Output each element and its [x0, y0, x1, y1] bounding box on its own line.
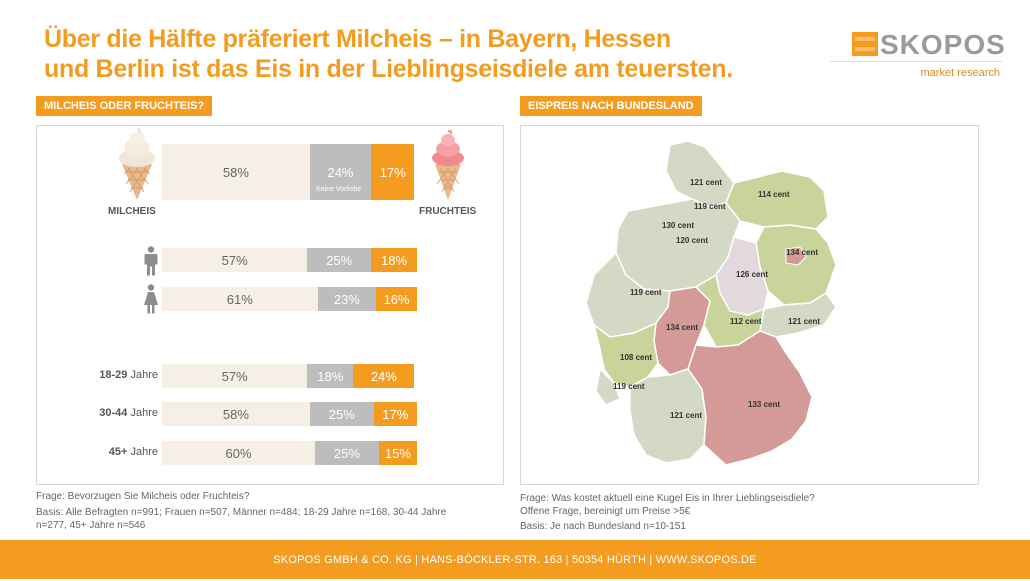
label-hamburg: 119 cent [694, 202, 726, 211]
skopos-logo-mark-icon [852, 32, 878, 56]
left-basis-line-1: Basis: Alle Befragten n=991; Frauen n=50… [36, 507, 447, 518]
right-section-label: EISPREIS NACH BUNDESLAND [520, 96, 702, 116]
bar-segment-milcheis: 61% [162, 287, 318, 311]
bar-segment-milcheis: 57% [162, 248, 308, 272]
right-question-sub: Offene Frage, bereinigt um Preise >5€ [520, 506, 691, 517]
bar-row-18-29: 57% 18% 24% [162, 364, 415, 388]
footer-bar: SKOPOS GMBH & CO. KG | HANS-BÖCKLER-STR.… [0, 540, 1030, 579]
label-niedersachsen: 120 cent [676, 236, 708, 245]
region-berlin [785, 246, 807, 266]
page-title: Über die Hälfte präferiert Milcheis – in… [44, 24, 804, 84]
region-mecklenburg-vorpommern [725, 170, 829, 230]
bar-row-frauen: 61% 23% 16% [162, 287, 417, 311]
bar-segment-keine-vorliebe: 18% [307, 364, 354, 388]
bar-segment-fruchteis: 24% [353, 364, 415, 388]
bar-segment-keine-vorliebe: 25% [307, 248, 372, 272]
bar-segment-fruchteis: 15% [378, 441, 417, 465]
label-mecklenburg-vorpommern: 114 cent [758, 190, 790, 199]
bar-segment-fruchteis: 18% [371, 248, 417, 272]
bar-segment-fruchteis: 17% [373, 402, 417, 426]
germany-price-map: 121 cent 119 cent 114 cent 130 cent 120 … [585, 140, 837, 466]
right-question-note: Frage: Was kostet aktuell eine Kugel Eis… [520, 493, 815, 504]
region-schleswig-holstein [665, 140, 735, 208]
right-basis: Basis: Je nach Bundesland n=10-151 [520, 521, 686, 532]
bar-segment-fruchteis: 17% [371, 144, 415, 200]
label-sachsen-anhalt: 126 cent [736, 270, 768, 279]
label-berlin: 134 cent [786, 248, 818, 257]
left-basis-line-2: n=277, 45+ Jahre n=546 [36, 520, 146, 531]
logo-divider [830, 61, 1002, 62]
label-saarland: 119 cent [613, 382, 645, 391]
skopos-logo: SKOPOS market research [830, 28, 1005, 82]
left-question-note: Frage: Bevorzugen Sie Milcheis oder Fruc… [36, 491, 250, 502]
milcheis-icon [119, 128, 155, 200]
region-rheinland-pfalz [592, 321, 659, 388]
title-line-2: und Berlin ist das Eis in der Lieblingse… [44, 55, 733, 83]
bar-segment-milcheis: 58% [162, 402, 310, 426]
bar-segment-milcheis: 60% [162, 441, 315, 465]
label-bremen: 130 cent [662, 221, 694, 230]
label-sachsen: 121 cent [788, 317, 820, 326]
bar-row-maenner: 57% 25% 18% [162, 248, 417, 272]
fruchteis-label: FRUCHTEIS [419, 206, 477, 217]
male-icon [144, 246, 158, 276]
title-line-1: Über die Hälfte präferiert Milcheis – in… [44, 25, 671, 53]
bar-row-45plus: 60% 25% 15% [162, 441, 417, 465]
label-bayern: 133 cent [748, 400, 780, 409]
region-bayern [687, 330, 813, 466]
bar-segment-milcheis: 57% [162, 364, 308, 388]
label-nordrhein-westfalen: 119 cent [630, 288, 662, 297]
logo-brand: SKOPOS [880, 29, 1006, 60]
keine-vorliebe-label: Keine Vorliebe [316, 186, 362, 193]
age-label-18-29: 18-29 Jahre [99, 369, 158, 381]
milcheis-label: MILCHEIS [108, 206, 156, 217]
bar-row-total: 58% 24% 17% [162, 144, 415, 200]
bar-segment-keine-vorliebe: 25% [315, 441, 379, 465]
label-thueringen: 112 cent [730, 317, 762, 326]
bar-segment-keine-vorliebe: 25% [309, 402, 374, 426]
label-schleswig-holstein: 121 cent [690, 178, 722, 187]
logo-subtitle: market research [920, 67, 1000, 79]
bar-segment-keine-vorliebe: 23% [317, 287, 377, 311]
female-icon [144, 284, 158, 314]
bar-row-30-44: 58% 25% 17% [162, 402, 417, 426]
bar-segment-keine-vorliebe: 24% [309, 144, 372, 200]
left-section-label: MILCHEIS ODER FRUCHTEIS? [36, 96, 213, 116]
region-saarland [595, 367, 621, 406]
label-rheinland-pfalz: 108 cent [620, 353, 652, 362]
label-baden-wuerttemberg: 121 cent [670, 411, 702, 420]
bar-segment-milcheis: 58% [162, 144, 310, 200]
bar-segment-fruchteis: 16% [376, 287, 417, 311]
age-label-30-44: 30-44 Jahre [99, 407, 158, 419]
age-label-45plus: 45+ Jahre [108, 446, 158, 458]
fruchteis-icon [432, 129, 464, 200]
label-hessen: 134 cent [666, 323, 698, 332]
